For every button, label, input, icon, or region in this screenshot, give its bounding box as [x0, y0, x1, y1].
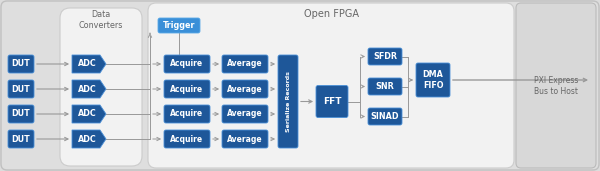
- FancyBboxPatch shape: [416, 63, 450, 97]
- Polygon shape: [72, 80, 106, 98]
- FancyBboxPatch shape: [8, 105, 34, 123]
- Text: Average: Average: [227, 109, 263, 119]
- FancyBboxPatch shape: [8, 130, 34, 148]
- FancyBboxPatch shape: [164, 105, 210, 123]
- FancyBboxPatch shape: [222, 55, 268, 73]
- FancyBboxPatch shape: [516, 3, 596, 168]
- FancyBboxPatch shape: [368, 48, 402, 65]
- Polygon shape: [72, 55, 106, 73]
- Text: Open FPGA: Open FPGA: [304, 9, 359, 19]
- Text: Serialize Records: Serialize Records: [286, 71, 290, 132]
- Text: Data
Converters: Data Converters: [79, 10, 123, 30]
- Text: DUT: DUT: [11, 84, 31, 94]
- FancyBboxPatch shape: [60, 8, 142, 166]
- FancyBboxPatch shape: [368, 108, 402, 125]
- Text: PXI Express
Bus to Host: PXI Express Bus to Host: [534, 76, 578, 96]
- FancyBboxPatch shape: [368, 78, 402, 95]
- FancyBboxPatch shape: [164, 80, 210, 98]
- Polygon shape: [72, 105, 106, 123]
- FancyBboxPatch shape: [222, 130, 268, 148]
- Polygon shape: [72, 130, 106, 148]
- Text: ADC: ADC: [78, 135, 97, 143]
- Text: Average: Average: [227, 84, 263, 94]
- Text: Average: Average: [227, 135, 263, 143]
- Text: DUT: DUT: [11, 135, 31, 143]
- Text: Trigger: Trigger: [163, 21, 195, 30]
- FancyBboxPatch shape: [164, 130, 210, 148]
- Text: Acquire: Acquire: [170, 109, 203, 119]
- FancyBboxPatch shape: [316, 86, 348, 117]
- Text: ADC: ADC: [78, 84, 97, 94]
- FancyBboxPatch shape: [164, 55, 210, 73]
- Text: Acquire: Acquire: [170, 84, 203, 94]
- Text: DUT: DUT: [11, 60, 31, 69]
- FancyBboxPatch shape: [8, 80, 34, 98]
- Text: SNR: SNR: [376, 82, 394, 91]
- Text: Average: Average: [227, 60, 263, 69]
- FancyBboxPatch shape: [222, 80, 268, 98]
- Text: Acquire: Acquire: [170, 60, 203, 69]
- Text: FFT: FFT: [323, 97, 341, 106]
- FancyBboxPatch shape: [148, 3, 514, 168]
- Text: DUT: DUT: [11, 109, 31, 119]
- Text: SINAD: SINAD: [371, 112, 399, 121]
- FancyBboxPatch shape: [8, 55, 34, 73]
- Text: ADC: ADC: [78, 60, 97, 69]
- FancyBboxPatch shape: [222, 105, 268, 123]
- FancyBboxPatch shape: [278, 55, 298, 148]
- Text: SFDR: SFDR: [373, 52, 397, 61]
- Text: DMA
FIFO: DMA FIFO: [422, 70, 443, 90]
- Text: Acquire: Acquire: [170, 135, 203, 143]
- FancyBboxPatch shape: [158, 18, 200, 33]
- Text: ADC: ADC: [78, 109, 97, 119]
